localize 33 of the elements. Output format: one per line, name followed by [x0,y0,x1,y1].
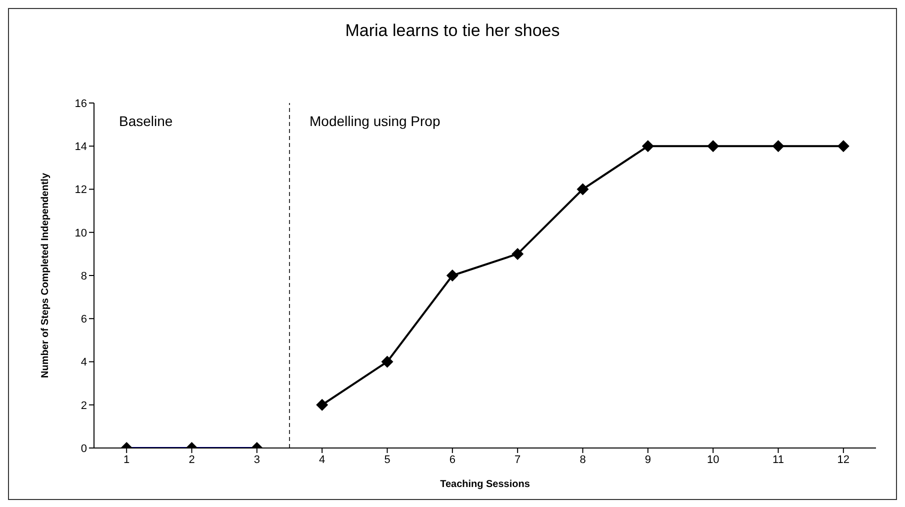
annotation: Baseline [119,113,173,129]
point [576,183,589,196]
point [446,270,458,282]
x-tick-label: 10 [706,454,720,466]
annotation: Modelling using Prop [310,113,440,129]
y-tick-label: 6 [80,314,87,326]
x-tick-label: 8 [580,454,586,466]
x-tick-label: 2 [188,454,195,466]
y-tick-label: 8 [80,270,87,282]
x-tick-label: 3 [254,454,260,466]
x-tick-label: 1 [124,454,130,466]
x-tick-label: 5 [384,454,390,466]
x-axis-title: Teaching Sessions [439,479,531,490]
x-tick-label: 11 [772,454,784,466]
y-tick-label: 14 [74,141,87,154]
y-tick-label: 2 [80,400,87,412]
y-tick-label: 16 [74,98,87,110]
x-tick-label: 6 [449,454,456,466]
y-axis-title: Number of Steps Completed Independently [40,172,52,378]
point [837,140,850,152]
x-tick-label: 12 [837,454,850,466]
x-tick-label: 7 [514,454,521,466]
y-tick-label: 0 [80,442,87,455]
x-tick-label: 4 [319,454,326,466]
point [512,248,524,260]
chart-title: Maria learns to tie her shoes [344,21,561,41]
y-tick-label: 12 [74,184,87,196]
point [707,140,720,152]
x-tick-label: 9 [644,454,651,466]
y-tick-label: 4 [80,356,87,369]
point [642,140,654,152]
y-tick-label: 10 [74,227,87,240]
point [772,140,784,152]
